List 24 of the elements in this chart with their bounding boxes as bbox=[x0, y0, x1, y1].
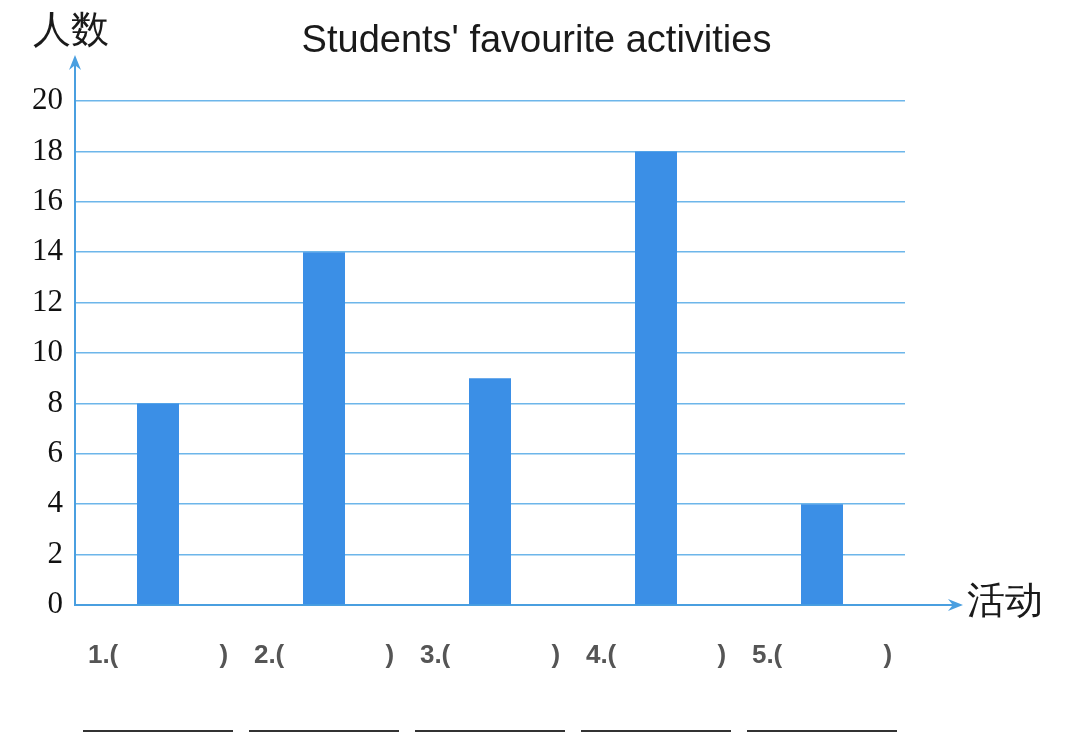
y-tick-label: 6 bbox=[47, 433, 63, 469]
y-tick-label: 2 bbox=[47, 534, 63, 570]
x-tick-label: 4.( ) bbox=[585, 638, 727, 669]
x-tick-label: 3.( ) bbox=[419, 638, 561, 669]
y-tick-label: 16 bbox=[32, 181, 63, 217]
y-tick-label: 4 bbox=[47, 484, 64, 520]
bar bbox=[635, 151, 677, 605]
bar bbox=[801, 504, 843, 605]
bar bbox=[303, 252, 345, 605]
chart-title: Students' favourite activities bbox=[301, 18, 772, 61]
bar bbox=[469, 378, 511, 605]
x-tick-label: 1.( ) bbox=[87, 638, 229, 669]
y-tick-label: 10 bbox=[32, 333, 63, 369]
x-axis-title: 活动 bbox=[967, 578, 1043, 621]
y-tick-label: 20 bbox=[32, 81, 63, 117]
y-tick-label: 18 bbox=[32, 131, 63, 167]
y-axis-title: 人数 bbox=[33, 7, 109, 50]
x-tick-label: 5.( ) bbox=[751, 638, 893, 669]
y-tick-label: 14 bbox=[32, 232, 64, 268]
x-tick-label: 2.( ) bbox=[253, 638, 395, 669]
y-tick-label: 0 bbox=[47, 585, 63, 621]
y-tick-label: 12 bbox=[32, 282, 63, 318]
bar bbox=[137, 403, 179, 605]
y-tick-label: 8 bbox=[47, 383, 63, 419]
